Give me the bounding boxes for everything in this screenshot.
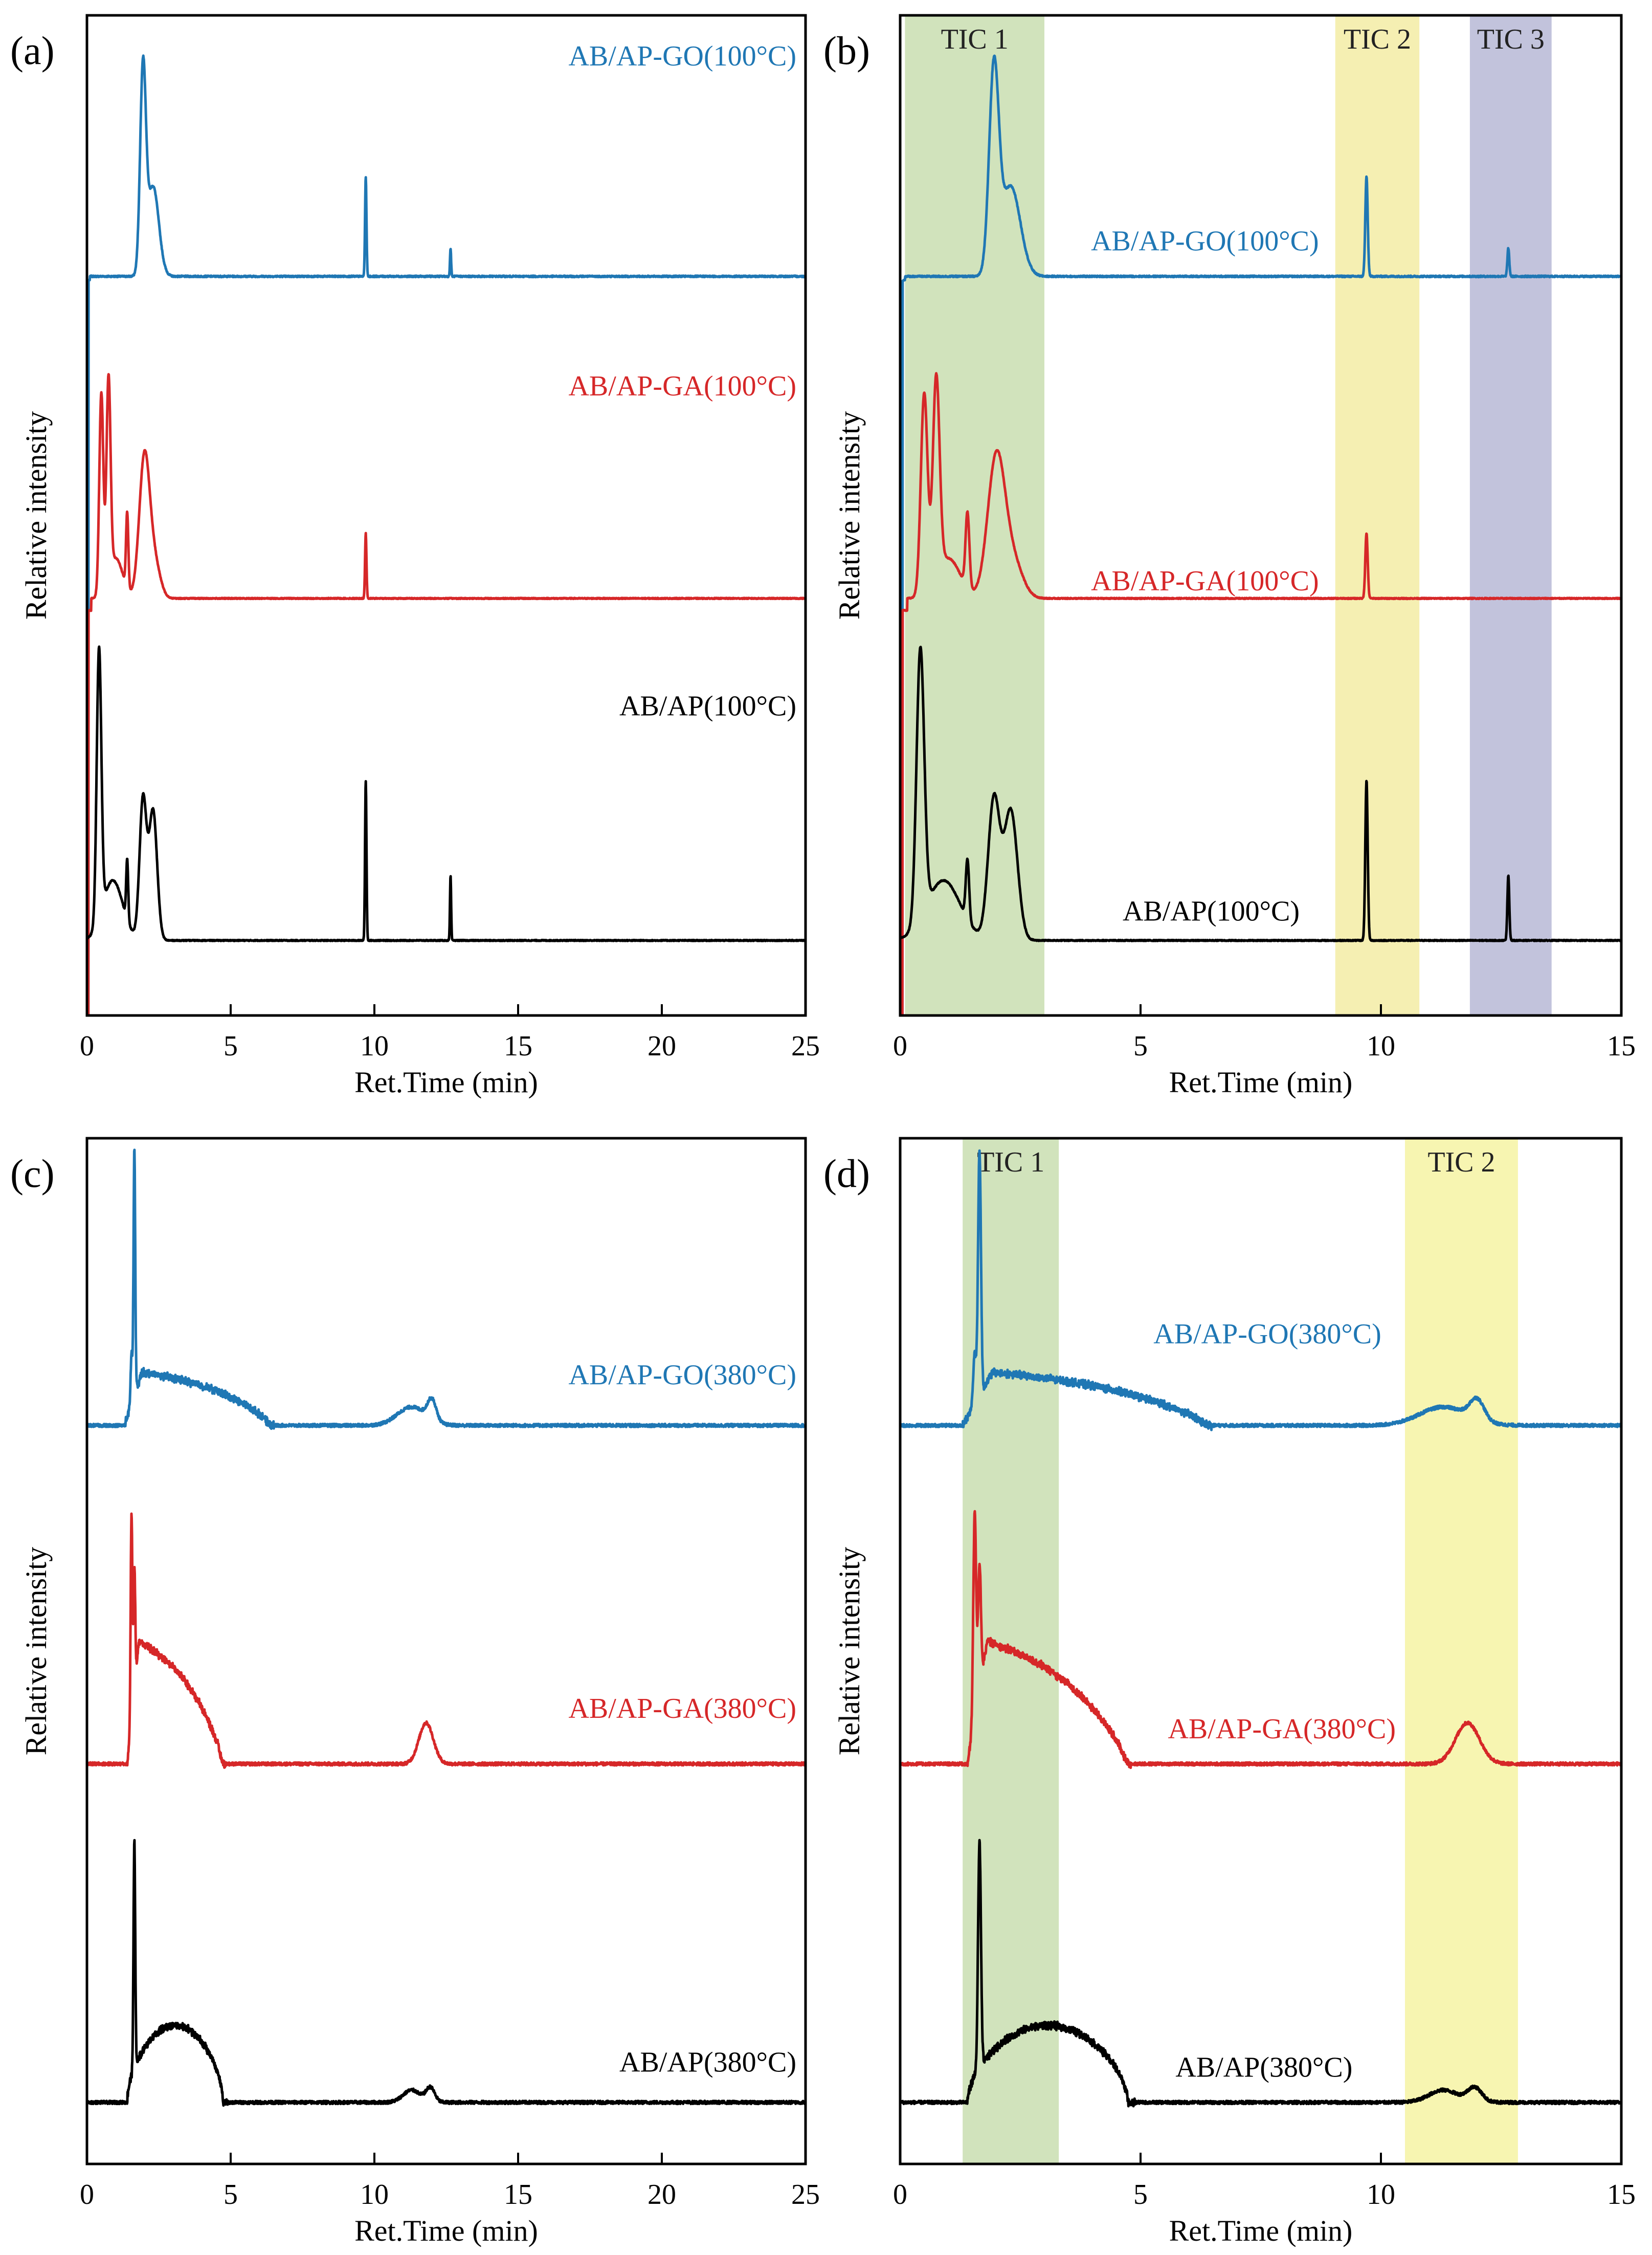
region-band [1405, 1138, 1518, 2164]
x-tick-label: 25 [791, 1030, 820, 1062]
series-label: AB/AP(100°C) [619, 691, 796, 722]
x-tick-label: 15 [1607, 1030, 1636, 1062]
x-tick-label: 20 [648, 2179, 676, 2210]
plot-frame [85, 14, 807, 1017]
x-tick-label: 15 [504, 2179, 532, 2210]
x-tick-label: 0 [893, 2179, 907, 2210]
x-axis-label: Ret.Time (min) [1169, 2214, 1353, 2247]
series-line [87, 1148, 806, 1430]
region-label: TIC 3 [1477, 24, 1545, 55]
plot-frame [899, 1137, 1623, 2165]
x-tick-label: 20 [648, 1030, 676, 1062]
series-line [87, 373, 806, 1015]
panel-label: (c) [10, 1151, 55, 1196]
x-tick-label: 5 [1133, 2179, 1148, 2210]
series-label: AB/AP-GA(100°C) [568, 370, 796, 402]
y-axis-label: Relative intensity [833, 411, 866, 620]
panel-label: (b) [823, 28, 870, 73]
series-label: AB/AP-GO(380°C) [568, 1359, 796, 1391]
panel-label: (a) [10, 28, 55, 73]
y-axis-label: Relative intensity [833, 1547, 866, 1756]
region-band [905, 15, 1044, 1015]
series-line [87, 1839, 806, 2107]
series-line [900, 1510, 1621, 1770]
series-label: AB/AP(100°C) [1123, 895, 1300, 927]
series-line [900, 1149, 1621, 1431]
region-label: TIC 1 [941, 24, 1009, 55]
panel-label: (d) [823, 1151, 870, 1196]
x-tick-label: 15 [1607, 2179, 1636, 2210]
series-label: AB/AP-GO(100°C) [1091, 225, 1319, 257]
series-line [87, 54, 806, 1015]
plot-frame [899, 14, 1623, 1017]
region-label: TIC 2 [1427, 1146, 1495, 1178]
panel-b: TIC 1 TIC 2 TIC 3 AB/AP-GO(100°C) AB/AP-GA(1… [823, 14, 1636, 1099]
plot-frame [85, 1137, 807, 2165]
y-axis-label: Relative intensity [19, 1547, 53, 1756]
x-tick-label: 5 [1133, 1030, 1148, 1062]
series-line [901, 54, 1621, 1015]
series-line [900, 646, 1621, 942]
series-label: AB/AP-GA(380°C) [568, 1693, 796, 1725]
x-tick-label: 5 [224, 1030, 238, 1062]
series-line [901, 372, 1621, 1015]
series-line [87, 645, 806, 942]
x-tick-label: 10 [1367, 2179, 1395, 2210]
x-tick-label: 10 [360, 1030, 389, 1062]
region-band [1469, 15, 1552, 1015]
region-band [1335, 15, 1420, 1015]
series-label: AB/AP-GO(100°C) [568, 40, 796, 72]
series-label: AB/AP-GA(100°C) [1091, 565, 1319, 597]
series-label: AB/AP-GO(380°C) [1153, 1318, 1381, 1350]
series-label: AB/AP(380°C) [1175, 2052, 1352, 2084]
x-tick-label: 25 [791, 2179, 820, 2210]
series-line [87, 1512, 806, 1769]
x-axis-label: Ret.Time (min) [354, 2214, 538, 2247]
x-tick-label: 10 [1367, 1030, 1395, 1062]
x-tick-label: 0 [893, 1030, 907, 1062]
panel-a: AB/AP-GO(100°C) AB/AP-GA(100°C) AB/AP(100°… [10, 14, 820, 1099]
x-tick-label: 10 [360, 2179, 389, 2210]
series-label: AB/AP-GA(380°C) [1168, 1713, 1396, 1745]
panel-d: TIC 1 TIC 2 AB/AP-GO(380°C) AB/AP-GA(380°C)… [823, 1137, 1636, 2247]
y-axis-label: Relative intensity [19, 411, 53, 620]
region-label: TIC 1 [977, 1146, 1044, 1178]
x-tick-label: 0 [80, 2179, 94, 2210]
x-axis-label: Ret.Time (min) [354, 1066, 538, 1099]
series-line [900, 1839, 1621, 2108]
series-label: AB/AP(380°C) [619, 2047, 796, 2079]
x-tick-label: 5 [224, 2179, 238, 2210]
x-axis-label: Ret.Time (min) [1169, 1066, 1353, 1099]
x-tick-label: 0 [80, 1030, 94, 1062]
panel-c: AB/AP-GO(380°C) AB/AP-GA(380°C) AB/AP(380°… [10, 1137, 820, 2247]
region-label: TIC 2 [1344, 24, 1411, 55]
x-tick-label: 15 [504, 1030, 532, 1062]
